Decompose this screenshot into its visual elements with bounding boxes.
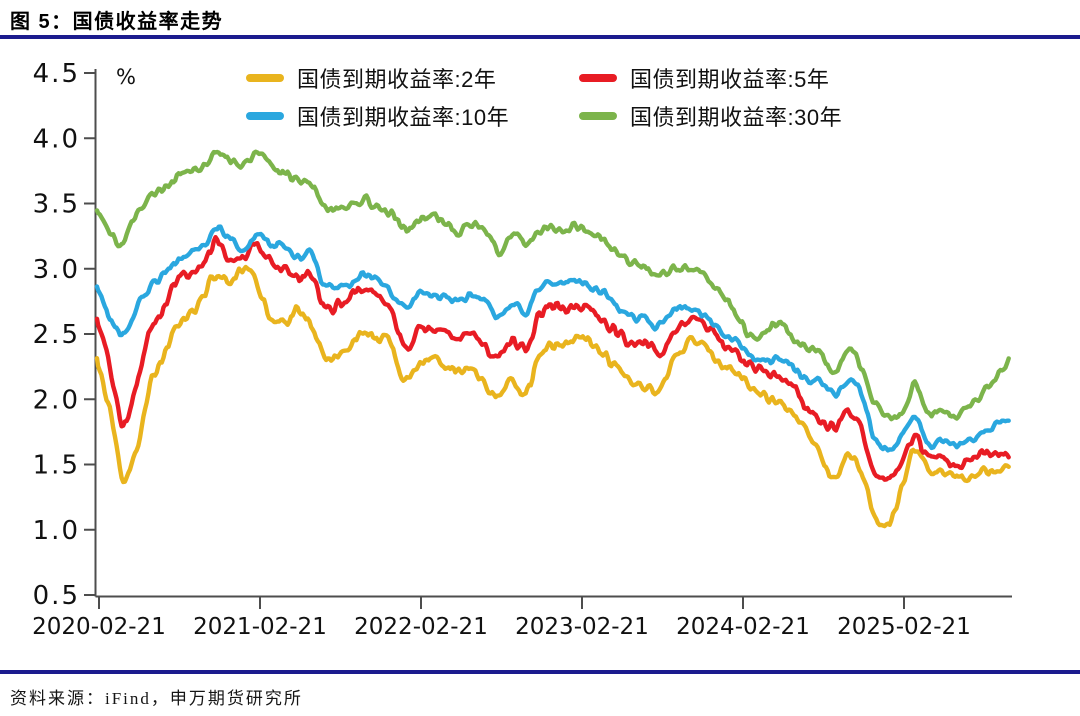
y-tick-label: 3.0 [33, 255, 80, 285]
x-tick-label: 2021-02-21 [193, 614, 327, 640]
y-tick-label: 2.5 [33, 320, 80, 350]
series-line-2y [94, 264, 1011, 529]
title-divider [0, 35, 1080, 39]
x-tick-label: 2024-02-21 [676, 614, 810, 640]
chart-legend: 国债到期收益率:2年 国债到期收益率:5年国债到期收益率:10年 国债到期收益率:3… [246, 62, 842, 132]
legend-label-5y: 国债到期收益率:5年 [630, 67, 830, 92]
legend-label-10y: 国债到期收益率:10年 [297, 105, 510, 130]
source-divider [0, 670, 1080, 674]
legend-item-5y: 国债到期收益率:5年 [579, 62, 842, 94]
series-line-30y [94, 149, 1011, 422]
source-note: 资料来源：iFind，申万期货研究所 [10, 689, 303, 708]
series-line-10y [94, 224, 1011, 453]
x-tick-label: 2022-02-21 [354, 614, 488, 640]
legend-swatch-10y [246, 112, 284, 120]
y-tick-label: 1.0 [33, 516, 80, 546]
y-tick-label: 4.5 [33, 59, 80, 89]
legend-item-10y: 国债到期收益率:10年 [246, 100, 579, 132]
legend-label-30y: 国债到期收益率:30年 [630, 105, 843, 130]
y-tick-label: 3.5 [33, 190, 80, 220]
legend-item-2y: 国债到期收益率:2年 [246, 62, 579, 94]
x-tick-label: 2020-02-21 [32, 614, 166, 640]
series-line-5y [94, 235, 1011, 482]
y-tick-label: 1.5 [33, 451, 80, 481]
y-tick-label: 4.0 [33, 124, 80, 154]
legend-item-30y: 国债到期收益率:30年 [579, 100, 842, 132]
x-tick-label: 2023-02-21 [515, 614, 649, 640]
legend-swatch-2y [246, 74, 284, 82]
y-axis-unit-label: % [116, 65, 136, 89]
figure-title: 图 5：国债收益率走势 [10, 11, 224, 33]
legend-swatch-5y [579, 74, 617, 82]
legend-swatch-30y [579, 112, 617, 120]
x-tick-label: 2025-02-21 [837, 614, 971, 640]
y-tick-label: 2.0 [33, 385, 80, 415]
legend-label-2y: 国债到期收益率:2年 [297, 67, 497, 92]
y-tick-label: 0.5 [33, 581, 80, 611]
